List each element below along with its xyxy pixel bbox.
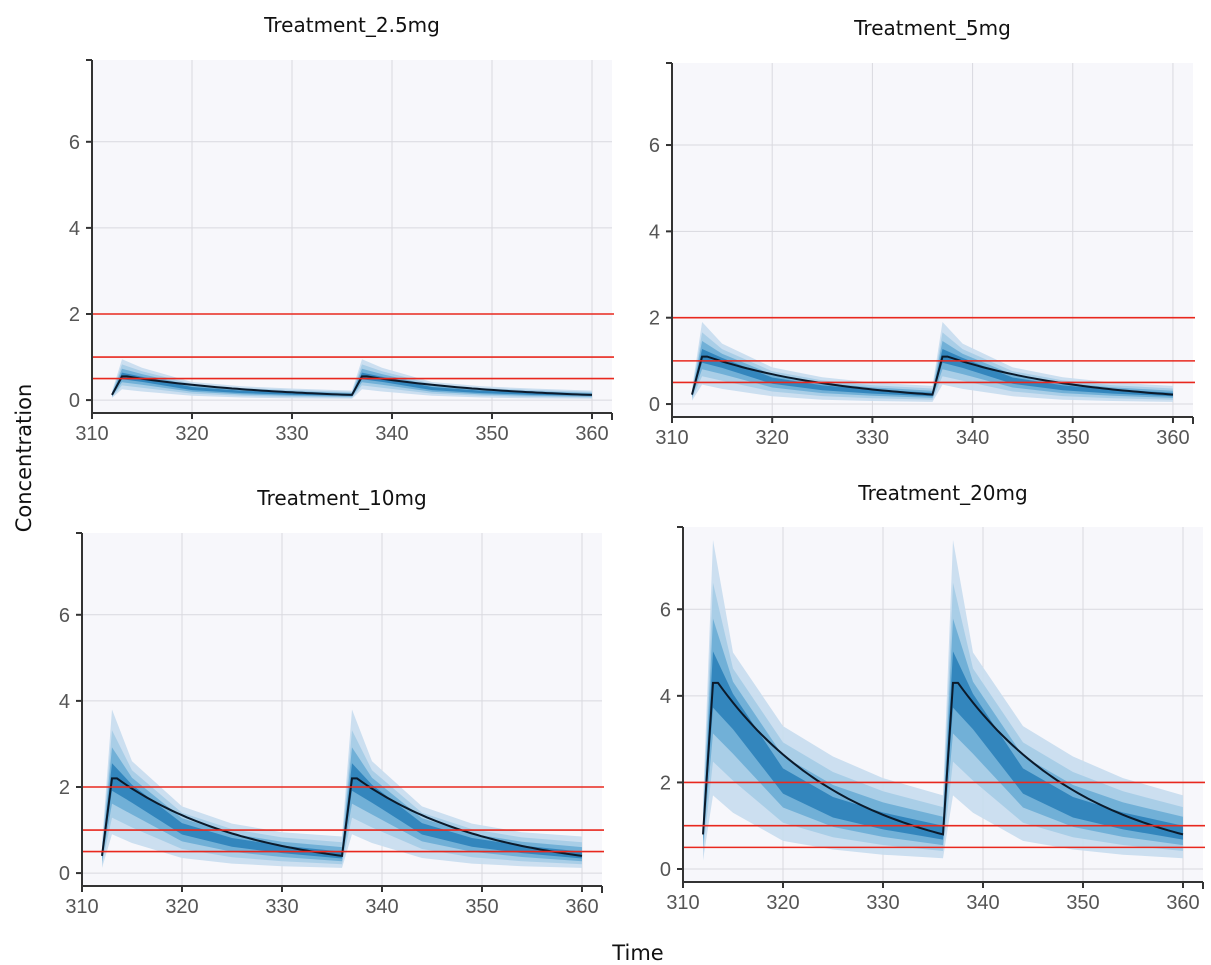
x-tick-label: 330	[866, 892, 899, 914]
x-tick-label: 340	[966, 892, 999, 914]
y-tick-label: 0	[69, 390, 80, 412]
y-tick-label: 6	[69, 132, 80, 154]
x-tick-label: 350	[1056, 427, 1089, 449]
x-tick-label: 310	[655, 427, 688, 449]
x-axis-title: Time	[611, 941, 663, 965]
prediction-band	[112, 364, 352, 398]
panel-title: Treatment_2.5mg	[263, 13, 440, 37]
x-tick-label: 340	[365, 896, 398, 918]
y-tick-label: 2	[59, 777, 70, 799]
prediction-band	[342, 763, 582, 859]
prediction-band	[943, 651, 1183, 840]
y-tick-label: 6	[59, 605, 70, 627]
x-tick-label: 320	[766, 892, 799, 914]
chart-panel: 0 2 4 6 310 320 330 340 350 360 Treatment_2.5mg	[69, 13, 614, 445]
x-tick-label: 360	[1156, 427, 1189, 449]
plot-area	[92, 60, 612, 413]
median-line	[101, 777, 583, 858]
x-tick-label: 320	[175, 423, 208, 445]
y-tick-label: 0	[649, 394, 660, 416]
x-tick-label: 340	[956, 427, 989, 449]
chart-panel: 0 2 4 6 310 320 330 340 350 360 Treatment_10mg	[59, 486, 604, 918]
y-tick-label: 0	[59, 863, 70, 885]
y-tick-label: 4	[649, 221, 660, 243]
chart-panel: 0 2 4 6 310 320 330 340 350 360 Treatment_5mg	[649, 16, 1195, 449]
prediction-band	[932, 349, 1173, 397]
median-line	[702, 681, 1184, 836]
prediction-band	[692, 349, 933, 397]
x-tick-label: 350	[475, 423, 508, 445]
y-tick-label: 2	[649, 308, 660, 330]
x-tick-label: 330	[265, 896, 298, 918]
x-tick-label: 310	[666, 892, 699, 914]
x-tick-label: 320	[756, 427, 789, 449]
x-tick-label: 330	[275, 423, 308, 445]
x-tick-label: 350	[1066, 892, 1099, 914]
x-tick-label: 350	[465, 896, 498, 918]
y-tick-label: 6	[649, 135, 660, 157]
y-tick-label: 4	[660, 686, 671, 708]
panel-title: Treatment_20mg	[857, 481, 1027, 505]
panel-title: Treatment_5mg	[853, 16, 1011, 40]
plot-area	[672, 63, 1193, 417]
x-tick-label: 310	[75, 423, 108, 445]
y-axis-title: Concentration	[12, 384, 36, 533]
x-tick-label: 360	[575, 423, 608, 445]
x-tick-label: 360	[565, 896, 598, 918]
x-tick-label: 320	[165, 896, 198, 918]
median-line	[111, 375, 593, 396]
prediction-band	[102, 763, 342, 859]
prediction-band	[352, 364, 592, 398]
y-tick-label: 4	[69, 218, 80, 240]
y-tick-label: 0	[660, 859, 671, 881]
chart-panel: 0 2 4 6 310 320 330 340 350 360 Treatment_20mg	[660, 481, 1205, 914]
x-tick-label: 360	[1166, 892, 1199, 914]
y-tick-label: 2	[69, 304, 80, 326]
prediction-band	[703, 651, 943, 841]
y-tick-label: 4	[59, 691, 70, 713]
y-tick-label: 6	[660, 599, 671, 621]
x-tick-label: 340	[375, 423, 408, 445]
x-tick-label: 310	[65, 896, 98, 918]
panel-title: Treatment_10mg	[256, 486, 426, 510]
x-tick-label: 330	[856, 427, 889, 449]
median-line	[691, 355, 1174, 396]
y-tick-label: 2	[660, 772, 671, 794]
